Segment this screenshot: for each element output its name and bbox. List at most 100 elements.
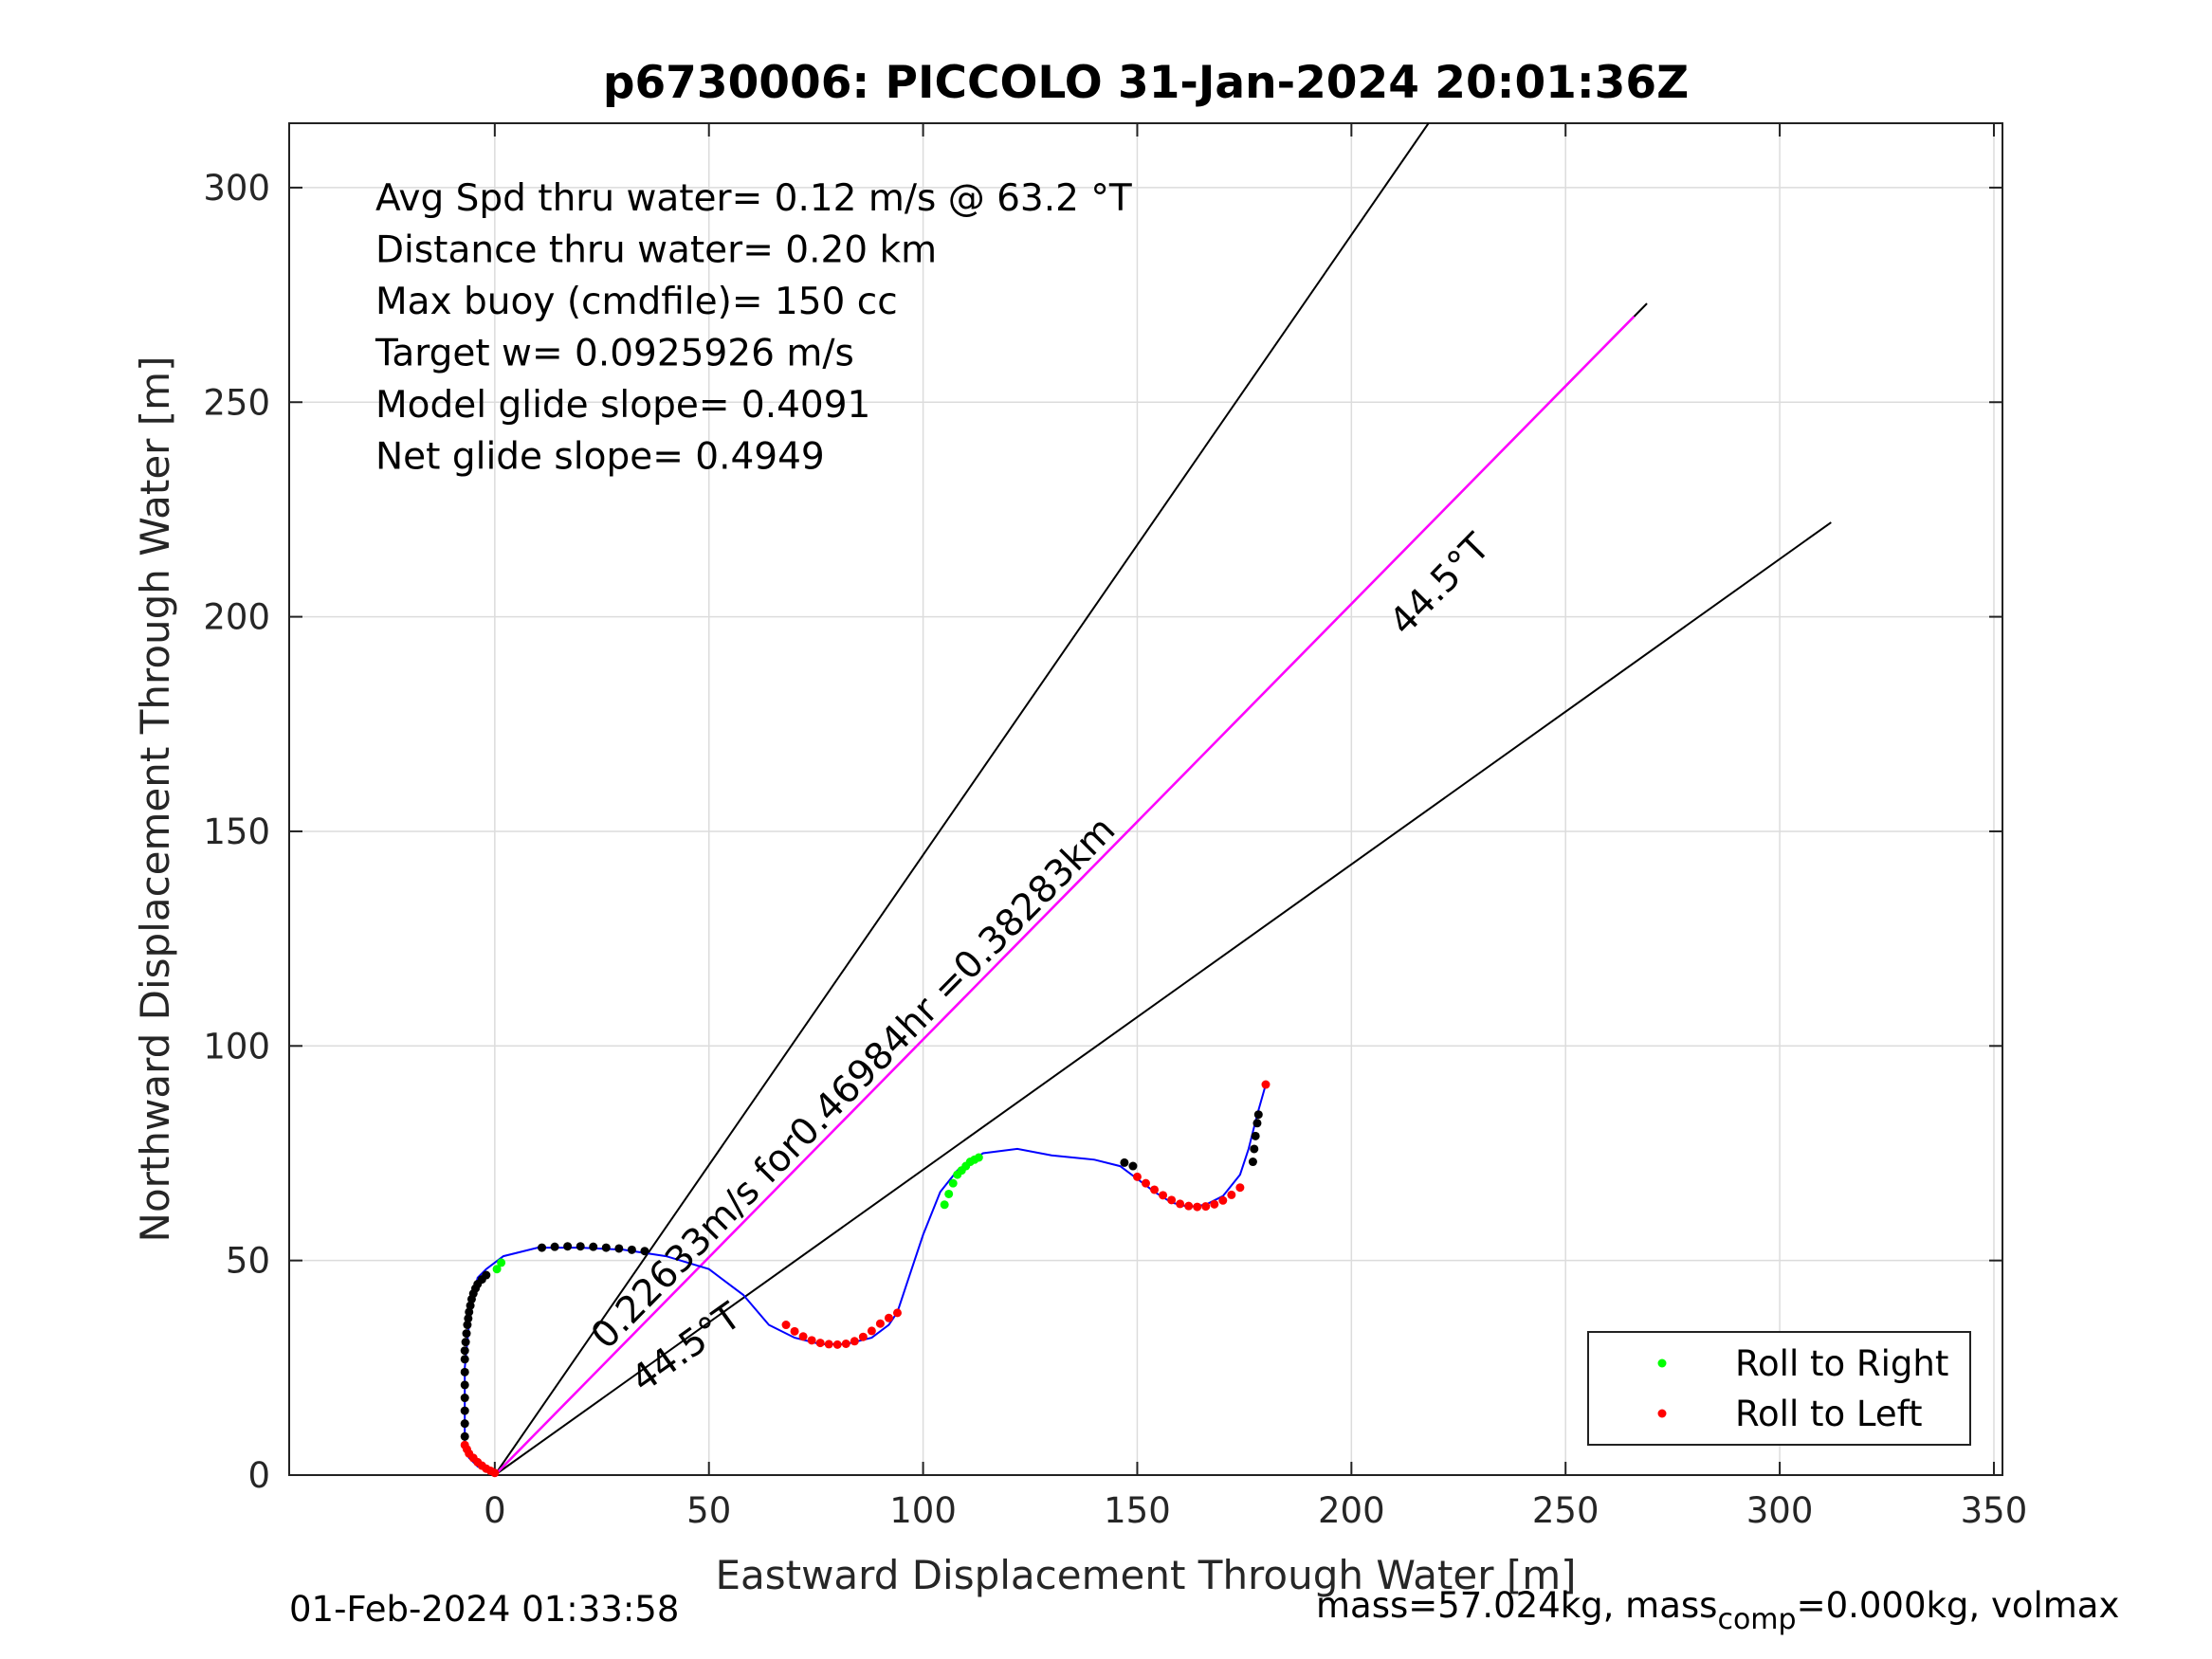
y-tick-label: 0 [247, 1455, 270, 1496]
logged-point [460, 1406, 469, 1415]
roll-left-point [1235, 1183, 1245, 1193]
roll-left-point [850, 1337, 859, 1346]
y-tick-label: 150 [203, 811, 270, 852]
legend: Roll to Right Roll to Left [1587, 1331, 1971, 1446]
heading-line [494, 122, 1430, 1476]
roll-left-point [832, 1340, 842, 1349]
logged-point [462, 1329, 471, 1339]
logged-point [1128, 1161, 1138, 1171]
logged-point [460, 1355, 469, 1364]
plot-area [289, 123, 2002, 1475]
legend-box [1587, 1331, 1971, 1446]
footer-mass: mass=57.024kg, masscomp=0.000kg, volmax [1316, 1585, 2119, 1636]
chart-title: p6730006: PICCOLO 31-Jan-2024 20:01:36Z [603, 57, 1689, 109]
annotation-line: Target w= 0.0925926 m/s [375, 333, 854, 375]
x-tick-label: 100 [889, 1490, 957, 1531]
y-tick-label: 50 [226, 1241, 270, 1282]
target-line [493, 315, 1636, 1476]
logged-point [1251, 1131, 1260, 1140]
roll-left-point [1184, 1201, 1194, 1211]
logged-point [614, 1244, 624, 1253]
logged-point [460, 1380, 469, 1390]
y-tick-label: 300 [203, 168, 270, 209]
logged-point [1252, 1119, 1262, 1128]
roll-left-point [1261, 1080, 1271, 1089]
plot-frame [288, 122, 2003, 1476]
logged-point [640, 1247, 649, 1256]
roll-left-point [1210, 1199, 1219, 1209]
grid-lines [289, 123, 2002, 1476]
heading-line [494, 521, 1832, 1476]
logged-point [461, 1338, 470, 1347]
heading-lines [493, 122, 1832, 1476]
roll-left-point [1218, 1195, 1228, 1205]
x-axis-label: Eastward Displacement Through Water [m] [715, 1552, 1576, 1598]
roll-left-point [884, 1313, 893, 1322]
logged-point [482, 1270, 491, 1280]
x-tick-label: 200 [1318, 1490, 1385, 1531]
logged-point [1250, 1144, 1259, 1154]
logged-point [460, 1367, 469, 1376]
roll-left-point [867, 1326, 876, 1336]
roll-left-point [781, 1321, 791, 1330]
logged-point [463, 1321, 472, 1330]
logged-point [460, 1346, 469, 1356]
roll-left-point [824, 1340, 833, 1349]
logged-point [464, 1314, 473, 1323]
logged-point [576, 1242, 585, 1251]
roll-left-point [1150, 1185, 1160, 1194]
logged-point [538, 1243, 547, 1252]
roll-right-point [940, 1200, 949, 1210]
roll-left-point [841, 1339, 850, 1348]
y-tick-label: 200 [203, 597, 270, 638]
roll-right-point [944, 1189, 954, 1198]
roll-left-point [1167, 1195, 1177, 1205]
roll-left-point [1159, 1191, 1168, 1200]
logged-point [550, 1242, 559, 1251]
roll-left-point [892, 1308, 902, 1318]
annotation-line: Avg Spd thru water= 0.12 m/s @ 63.2 °T [375, 177, 1132, 220]
footer-mass-sub: comp [1717, 1603, 1797, 1636]
x-tick-label: 300 [1746, 1490, 1814, 1531]
annotation-line: Net glide slope= 0.4949 [375, 436, 825, 479]
x-tick-label: 250 [1532, 1490, 1600, 1531]
roll-right-point [974, 1153, 983, 1162]
footer-mass-prefix: mass=57.024kg, mass [1316, 1585, 1718, 1626]
annotation-line: Model glide slope= 0.4091 [375, 384, 870, 427]
track-points [460, 1080, 1271, 1478]
logged-point [460, 1431, 469, 1441]
roll-right-point [497, 1258, 506, 1267]
roll-left-point [807, 1336, 816, 1345]
logged-point [563, 1242, 573, 1251]
y-axis-label: Northward Displacement Through Water [m] [132, 356, 178, 1243]
y-tick-label: 100 [203, 1026, 270, 1066]
footer-mass-suffix: =0.000kg, volmax [1796, 1585, 2120, 1626]
legend-marker [1657, 1358, 1667, 1368]
logged-point [460, 1419, 469, 1429]
x-tick-label: 150 [1104, 1490, 1171, 1531]
y-tick-label: 250 [203, 382, 270, 423]
roll-left-point [460, 1440, 469, 1449]
roll-left-point [798, 1332, 808, 1341]
logged-point [627, 1245, 636, 1254]
roll-right-point [948, 1178, 958, 1188]
logged-point [589, 1242, 598, 1251]
x-tick-label: 0 [484, 1490, 506, 1531]
roll-left-point [858, 1332, 868, 1341]
roll-left-point [1193, 1202, 1202, 1212]
roll-left-point [1201, 1202, 1211, 1212]
logged-point [466, 1301, 475, 1310]
axes: 0 50 100 150 200 250 300 350 0 50 100 150 200 250 300 [203, 122, 2028, 1531]
logged-point [1120, 1158, 1129, 1167]
roll-left-point [815, 1339, 825, 1348]
logged-point [1248, 1158, 1257, 1167]
logged-point [460, 1394, 469, 1403]
footer-timestamp: 01-Feb-2024 01:33:58 [289, 1589, 680, 1630]
annotation-line: Max buoy (cmdfile)= 150 cc [375, 281, 898, 323]
roll-right-point [492, 1265, 502, 1274]
x-tick-label: 350 [1961, 1490, 2028, 1531]
roll-left-point [1142, 1178, 1150, 1188]
roll-left-point [790, 1326, 799, 1336]
x-tick-label: 50 [686, 1490, 731, 1531]
